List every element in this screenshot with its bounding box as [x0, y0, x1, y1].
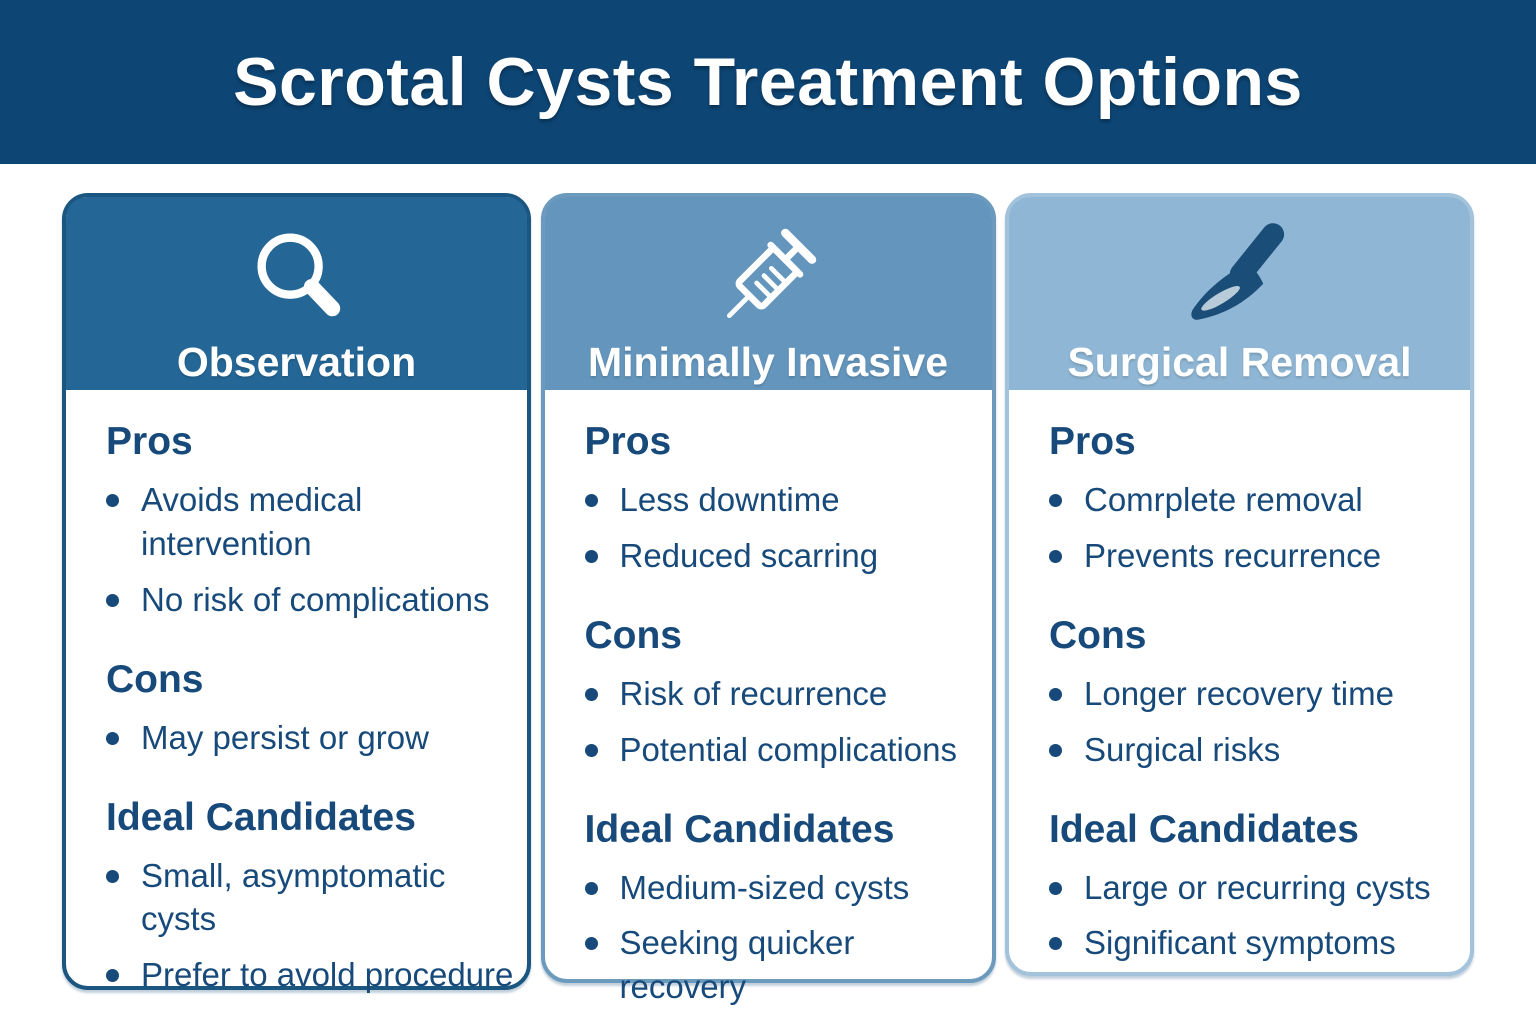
ideal-candidates-list: Small, asymptomatic cysts Prefer to avol…: [106, 854, 527, 998]
bullet-dot: [584, 494, 598, 507]
ideal-candidates-list: Medium-sized cysts Seeking quicker recov…: [584, 866, 992, 1010]
list-item: May persist or grow: [106, 716, 527, 760]
bullet-dot: [584, 937, 598, 951]
card-title: Minimally Invasive: [587, 339, 949, 385]
bullet-dot: [106, 731, 119, 745]
bullet-dot: [1049, 494, 1062, 507]
card-title: Surgical Removal: [1067, 339, 1412, 385]
cons-list: May persist or grow: [106, 716, 527, 760]
pros-list: Comrplete removal Prevents recurrence: [1049, 478, 1470, 578]
list-item: Reduced scarring: [584, 534, 992, 578]
section-heading-ideal-candidates: Ideal Candidates: [106, 795, 416, 839]
list-item: Surgical risks: [1049, 728, 1470, 772]
magnifier-icon: [243, 221, 351, 333]
list-item: Small, asymptomatic cysts: [106, 854, 527, 942]
card-surgical-removal: Surgical Removal Pros Comrplete removal …: [1005, 193, 1474, 976]
card-observation-body: Pros Avoids medical intervention No risk…: [66, 390, 527, 997]
section-heading-pros: Pros: [106, 420, 193, 463]
list-item: Prefer to avold procedure: [106, 953, 527, 997]
bullet-dot: [1049, 549, 1062, 563]
list-item: No risk of complications: [106, 578, 527, 622]
section-heading-ideal-candidates: Ideal Candidates: [1049, 807, 1359, 851]
list-item: Medium-sized cysts: [584, 866, 992, 910]
card-surgical-removal-header: Surgical Removal: [1009, 197, 1470, 390]
cons-list: Longer recovery time Surgical risks: [1049, 672, 1470, 772]
list-item: Risk of recurrence: [584, 672, 992, 716]
ideal-candidates-list: Large or recurring cysts Significant sym…: [1049, 866, 1470, 966]
pros-list: Less downtime Reduced scarring: [584, 478, 992, 578]
bullet-dot: [106, 869, 119, 883]
section-heading-pros: Pros: [1049, 420, 1136, 463]
section-heading-ideal-candidates: Ideal Candidates: [584, 807, 895, 851]
section-heading-cons: Cons: [584, 613, 683, 657]
list-item: Longer recovery time: [1049, 672, 1470, 716]
bullet-dot: [1049, 687, 1062, 701]
bullet-dot: [1049, 937, 1062, 951]
list-item: Less downtime: [584, 478, 992, 522]
syringe-icon: [702, 221, 834, 333]
card-minimally-invasive: Minimally Invasive Pros Less downtime Re…: [540, 193, 996, 1005]
bullet-dot: [106, 494, 119, 507]
list-item: Seeking quicker recovery: [584, 921, 992, 1009]
list-item: Comrplete removal: [1049, 478, 1470, 522]
bullet-dot: [584, 743, 598, 757]
list-item: Prevents recurrence: [1049, 534, 1470, 578]
bullet-dot: [584, 687, 598, 701]
card-surgical-removal-body: Pros Comrplete removal Prevents recurren…: [1009, 390, 1470, 965]
card-observation-header: Observation: [66, 197, 527, 390]
page-title: Scrotal Cysts Treatment Options: [233, 44, 1303, 120]
list-item: Large or recurring cysts: [1049, 866, 1470, 910]
treatment-columns: Observation Pros Avoids medical interven…: [0, 193, 1536, 1005]
scalpel-icon: [1177, 221, 1303, 333]
title-banner: Scrotal Cysts Treatment Options: [0, 0, 1536, 164]
card-minimally-invasive-header: Minimally Invasive: [544, 197, 992, 390]
list-item: Avoids medical intervention: [106, 478, 527, 566]
section-heading-cons: Cons: [1049, 613, 1147, 657]
section-heading-cons: Cons: [106, 657, 204, 701]
bullet-dot: [584, 549, 598, 563]
section-heading-pros: Pros: [584, 420, 672, 463]
list-item: Potential complications: [584, 728, 992, 772]
bullet-dot: [106, 593, 119, 607]
card-title: Observation: [176, 339, 417, 385]
list-item: Significant symptoms: [1049, 921, 1470, 965]
card-observation: Observation Pros Avoids medical interven…: [62, 193, 531, 993]
bullet-dot: [584, 881, 598, 895]
bullet-dot: [106, 969, 119, 983]
card-minimally-invasive-body: Pros Less downtime Reduced scarring Cons…: [545, 390, 992, 1009]
cons-list: Risk of recurrence Potential complicatio…: [584, 672, 992, 772]
bullet-dot: [1049, 743, 1062, 757]
bullet-dot: [1049, 881, 1062, 895]
pros-list: Avoids medical intervention No risk of c…: [106, 478, 527, 622]
